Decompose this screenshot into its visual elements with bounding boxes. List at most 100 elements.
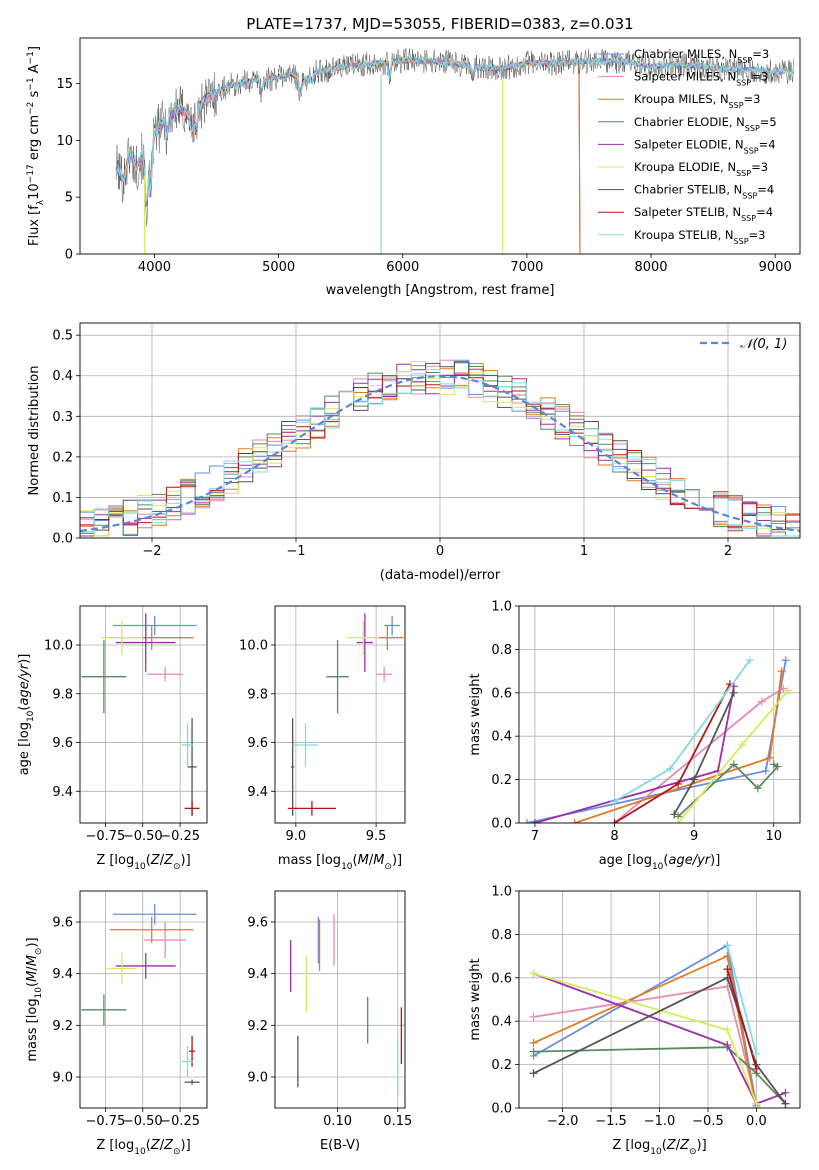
x-axis-label: Z [log10(Z/Z⊙)] — [96, 1138, 190, 1157]
figure-title: PLATE=1737, MJD=53055, FIBERID=0383, z=0… — [246, 15, 633, 33]
y-tick-label: 10.0 — [44, 639, 73, 654]
x-tick-label: −0.25 — [160, 829, 200, 844]
series-salpeter_miles — [533, 985, 758, 1104]
legend-entry-chabrier_elodie: Chabrier ELODIE, NSSP=5 — [634, 115, 777, 133]
y-tick-label: 0.4 — [491, 730, 512, 745]
y-tick-label: 0.8 — [491, 928, 512, 943]
x-tick-label: −0.25 — [160, 1114, 200, 1129]
y-tick-label: 9.2 — [52, 1019, 73, 1034]
x-tick-label: 0.15 — [383, 1114, 412, 1129]
x-tick-label: 8 — [610, 829, 618, 844]
x-tick-label: −1.0 — [644, 1114, 676, 1129]
y-tick-label: 0.2 — [491, 1058, 512, 1073]
point-chabrier_elodie — [529, 1047, 538, 1056]
axes-frame — [79, 890, 208, 1109]
legend-entry-chabrier_stelib: Chabrier STELIB, NSSP=4 — [634, 183, 774, 201]
y-tick-label: 0.0 — [491, 1102, 512, 1117]
plot-area-mass_vs_ebv — [275, 891, 405, 1108]
y-tick-label: 0.0 — [491, 817, 512, 832]
y-tick-label: 0.2 — [52, 450, 73, 465]
x-tick-label: 9.0 — [286, 829, 307, 844]
x-axis-label: Z [log10(Z/Z⊙)] — [96, 853, 190, 872]
axes-age_vs_Z: Z [log10(Z/Z⊙)] age [log10(age/yr)] — [17, 605, 208, 872]
x-tick-label: −0.75 — [85, 829, 125, 844]
point-chabrier_stelib — [729, 688, 738, 697]
point-salpeter_miles — [757, 697, 766, 706]
x-tick-label: 6000 — [386, 260, 419, 275]
y-tick-label: 0.4 — [52, 369, 73, 384]
point-kroupa_stelib — [610, 797, 619, 806]
series-salpeter_miles — [613, 687, 784, 823]
point-kroupa_stelib — [666, 764, 675, 773]
x-tick-label: 5000 — [262, 260, 295, 275]
y-axis-label: Normed distribution — [27, 366, 42, 496]
normal-curve — [80, 375, 800, 532]
x-tick-label: −2.0 — [547, 1114, 579, 1129]
x-axis-label: mass [log10(M/M⊙)] — [278, 853, 402, 872]
histogram-kroupa_stelib — [80, 369, 800, 537]
y-tick-label: 0.6 — [491, 686, 512, 701]
legend-entry-kroupa_elodie: Kroupa ELODIE, NSSP=3 — [634, 160, 768, 178]
series-kroupa_stelib — [726, 945, 758, 1055]
point-chabrier_miles — [761, 766, 770, 775]
point-kroupa_stelib — [752, 1049, 761, 1058]
axes-age_vs_mass: mass [log10(M/M⊙)] — [271, 605, 406, 872]
point-salpeter_elodie — [530, 819, 539, 823]
x-tick-label: 4000 — [138, 260, 171, 275]
point-kroupa_elodie — [674, 819, 683, 823]
x-axis-label: wavelength [Angstrom, rest frame] — [326, 283, 555, 298]
point-kroupa_miles — [765, 753, 774, 762]
plot-area-massweight_vs_age — [519, 606, 800, 823]
point-kroupa_elodie — [737, 740, 746, 749]
y-tick-label: 9.4 — [247, 967, 268, 982]
spectrum-kroupa_stelib — [115, 55, 795, 203]
y-tick-label: 9.0 — [247, 1071, 268, 1086]
y-tick-label: 10 — [56, 134, 73, 149]
axes-frame — [79, 37, 801, 255]
axes-residuals — [76, 322, 801, 542]
x-tick-label: 9 — [690, 829, 698, 844]
point-chabrier_elodie — [729, 760, 738, 769]
series-chabrier_miles — [533, 943, 758, 1106]
x-tick-label: −2 — [142, 544, 161, 559]
point-salpeter_stelib — [723, 965, 732, 974]
spectrum-legend: Chabrier MILES, NSSP=3 Salpeter MILES, NS… — [598, 47, 777, 245]
x-tick-label: 9.5 — [366, 829, 387, 844]
x-axis-label: E(B-V) — [320, 1138, 360, 1153]
x-tick-label: 10 — [765, 829, 782, 844]
y-tick-label: 1.0 — [491, 600, 512, 615]
y-tick-label: 9.2 — [247, 1019, 268, 1034]
x-tick-label: −0.75 — [85, 1114, 125, 1129]
y-tick-label: 0.8 — [491, 643, 512, 658]
plot-area-age_vs_mass — [275, 606, 405, 823]
x-axis-label: Z [log10(Z/Z⊙)] — [612, 1138, 706, 1157]
x-tick-label: 7000 — [510, 260, 543, 275]
x-axis-label: (data-model)/error — [380, 568, 501, 583]
y-tick-label: 9.0 — [52, 1071, 73, 1086]
y-axis-label: mass weight — [468, 958, 483, 1040]
y-tick-label: 9.8 — [52, 687, 73, 702]
y-tick-label: 0.2 — [491, 773, 512, 788]
point-salpeter_miles — [529, 1012, 538, 1021]
plot-area-age_vs_Z — [80, 606, 207, 823]
point-salpeter_stelib — [752, 1064, 761, 1073]
point-salpeter_stelib — [674, 779, 683, 788]
point-chabrier_stelib — [781, 1099, 790, 1108]
point-kroupa_elodie — [784, 686, 793, 695]
plot-area-spectrum — [115, 48, 795, 254]
point-kroupa_elodie — [723, 1025, 732, 1034]
x-tick-label: −0.5 — [692, 1114, 724, 1129]
point-salpeter_stelib — [610, 819, 619, 823]
point-salpeter_elodie — [781, 1088, 790, 1097]
y-tick-label: 0.5 — [52, 329, 73, 344]
axes-mass_vs_Z: Z [log10(Z/Z⊙)] mass [log10(M/M⊙)] — [25, 890, 208, 1157]
plot-area-mass_vs_Z — [80, 891, 207, 1108]
point-kroupa_elodie — [529, 969, 538, 978]
y-tick-label: 0.3 — [52, 410, 73, 425]
y-tick-label: 9.4 — [52, 785, 73, 800]
y-tick-label: 9.4 — [52, 967, 73, 982]
point-chabrier_miles — [522, 819, 531, 823]
axes-massweight_vs_Z: Z [log10(Z/Z⊙)] — [515, 890, 801, 1157]
axes-mass_vs_ebv — [271, 890, 406, 1112]
